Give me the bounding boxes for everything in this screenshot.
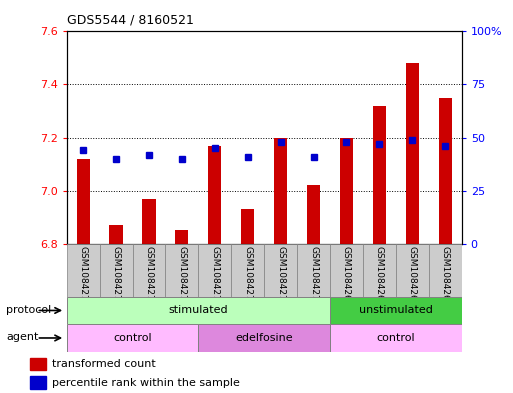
Text: GSM1084277: GSM1084277	[243, 246, 252, 307]
Bar	[30, 358, 46, 370]
Bar	[274, 138, 287, 244]
Bar	[241, 209, 254, 244]
Bar	[67, 244, 100, 297]
Text: GSM1084278: GSM1084278	[276, 246, 285, 307]
Text: unstimulated: unstimulated	[359, 305, 433, 316]
Text: transformed count: transformed count	[52, 359, 156, 369]
Bar	[175, 230, 188, 244]
Bar	[165, 244, 199, 297]
Bar	[109, 225, 123, 244]
Text: control: control	[377, 333, 415, 343]
Bar	[67, 324, 199, 352]
Bar	[330, 244, 363, 297]
Bar	[132, 244, 165, 297]
Bar	[67, 297, 330, 324]
Bar	[340, 138, 353, 244]
Text: GSM1084274: GSM1084274	[145, 246, 153, 307]
Bar	[330, 297, 462, 324]
Bar	[406, 63, 419, 244]
Bar	[199, 324, 330, 352]
Bar	[396, 244, 429, 297]
Text: GSM1084263: GSM1084263	[441, 246, 450, 307]
Text: GSM1084262: GSM1084262	[408, 246, 417, 307]
Text: GSM1084279: GSM1084279	[309, 246, 318, 307]
Text: GDS5544 / 8160521: GDS5544 / 8160521	[67, 14, 193, 27]
Text: agent: agent	[6, 332, 38, 342]
Text: GSM1084261: GSM1084261	[375, 246, 384, 307]
Bar	[199, 244, 231, 297]
Text: GSM1084275: GSM1084275	[177, 246, 186, 307]
Bar	[330, 324, 462, 352]
Bar	[297, 244, 330, 297]
Bar	[76, 159, 90, 244]
Text: protocol: protocol	[6, 305, 51, 315]
Bar	[429, 244, 462, 297]
Bar	[100, 244, 132, 297]
Bar	[439, 98, 452, 244]
Bar	[307, 185, 320, 244]
Text: GSM1084276: GSM1084276	[210, 246, 220, 307]
Text: percentile rank within the sample: percentile rank within the sample	[52, 378, 240, 388]
Text: GSM1084272: GSM1084272	[78, 246, 88, 307]
Bar	[231, 244, 264, 297]
Bar	[363, 244, 396, 297]
Text: control: control	[113, 333, 152, 343]
Bar	[143, 198, 155, 244]
Bar	[264, 244, 297, 297]
Text: GSM1084273: GSM1084273	[111, 246, 121, 307]
Bar	[373, 106, 386, 244]
Bar	[208, 145, 222, 244]
Text: stimulated: stimulated	[169, 305, 228, 316]
Text: GSM1084260: GSM1084260	[342, 246, 351, 307]
Bar	[30, 376, 46, 389]
Text: edelfosine: edelfosine	[235, 333, 293, 343]
